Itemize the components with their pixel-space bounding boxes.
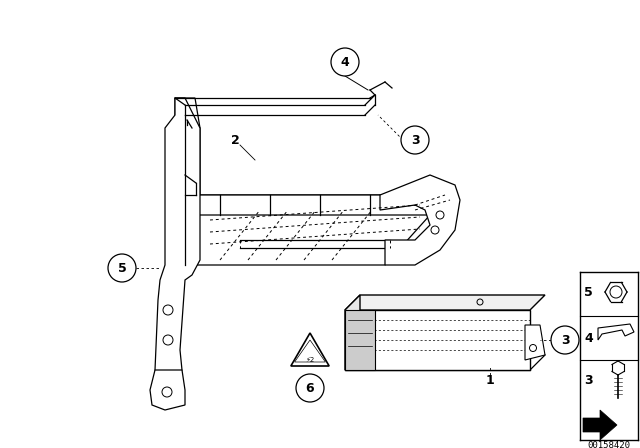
Polygon shape xyxy=(155,98,200,380)
Circle shape xyxy=(296,374,324,402)
Polygon shape xyxy=(150,370,185,410)
Polygon shape xyxy=(185,195,430,265)
Polygon shape xyxy=(583,410,617,440)
Text: 3: 3 xyxy=(561,333,570,346)
Text: 00158420: 00158420 xyxy=(588,440,630,448)
Polygon shape xyxy=(345,310,375,370)
Polygon shape xyxy=(380,175,460,265)
Text: 5: 5 xyxy=(584,287,593,300)
Polygon shape xyxy=(525,325,545,360)
Polygon shape xyxy=(345,295,360,370)
Circle shape xyxy=(108,254,136,282)
Circle shape xyxy=(551,326,579,354)
Polygon shape xyxy=(345,310,530,370)
Text: 4: 4 xyxy=(340,56,349,69)
Text: 2: 2 xyxy=(230,134,239,146)
Text: 5: 5 xyxy=(118,262,126,275)
Text: ⚡2: ⚡2 xyxy=(305,357,315,363)
Polygon shape xyxy=(185,195,430,215)
Text: 1: 1 xyxy=(486,374,494,387)
Polygon shape xyxy=(345,295,545,310)
Polygon shape xyxy=(175,98,200,270)
Text: 4: 4 xyxy=(584,332,593,345)
Text: 6: 6 xyxy=(306,382,314,395)
Text: 3: 3 xyxy=(584,374,593,387)
Text: 3: 3 xyxy=(411,134,419,146)
Circle shape xyxy=(401,126,429,154)
Circle shape xyxy=(331,48,359,76)
